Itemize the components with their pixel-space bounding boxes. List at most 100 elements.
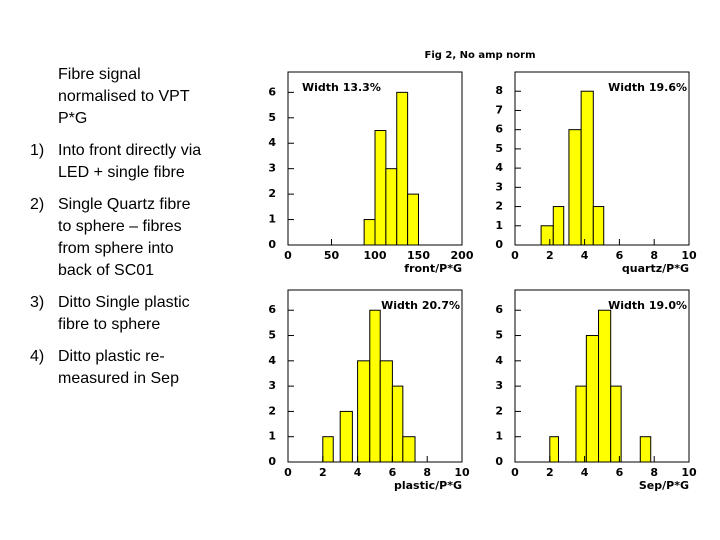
annotation: Width 20.7% <box>381 299 460 312</box>
x-tick-label: 100 <box>364 249 387 262</box>
y-tick-label: 6 <box>268 85 276 98</box>
bar <box>575 385 587 463</box>
x-tick-label: 0 <box>284 249 292 262</box>
x-tick-label: 6 <box>616 249 624 262</box>
item-number: 1) <box>30 142 45 159</box>
x-tick-label: 2 <box>319 466 327 479</box>
x-tick-label: 50 <box>324 249 340 262</box>
y-tick-label: 3 <box>268 162 276 175</box>
x-axis-label: front/P*G <box>404 262 462 275</box>
bar <box>363 219 376 246</box>
x-tick-label: 0 <box>511 249 519 262</box>
x-tick-label: 4 <box>354 466 362 479</box>
bar <box>374 130 387 246</box>
x-axis-label: plastic/P*G <box>394 479 462 492</box>
x-tick-label: 2 <box>546 466 554 479</box>
x-tick-label: 2 <box>546 249 554 262</box>
y-tick-label: 4 <box>268 136 276 149</box>
y-tick-label: 7 <box>495 103 503 116</box>
item-text: Ditto Single plastic fibre to sphere <box>58 294 190 333</box>
item-number: 2) <box>30 196 45 213</box>
x-axis-label: quartz/P*G <box>622 262 689 275</box>
list-item: 1) Into front directly via LED + single f… <box>30 140 205 184</box>
y-tick-label: 8 <box>495 84 503 97</box>
bar <box>610 385 622 463</box>
y-tick-label: 0 <box>495 455 503 468</box>
x-tick-label: 6 <box>616 466 624 479</box>
x-tick-label: 4 <box>581 249 589 262</box>
x-tick-label: 4 <box>581 466 589 479</box>
y-tick-label: 3 <box>495 379 503 392</box>
intro: Fibre signal normalised to VPT P*G <box>58 66 190 127</box>
y-tick-label: 0 <box>268 455 276 468</box>
annotation: Width 19.0% <box>608 299 687 312</box>
y-tick-label: 6 <box>268 303 276 316</box>
x-tick-label: 10 <box>681 466 697 479</box>
item-text: Into front directly via LED + single fib… <box>58 142 202 181</box>
y-tick-label: 1 <box>495 219 503 232</box>
bar <box>598 309 612 463</box>
x-tick-label: 10 <box>454 466 470 479</box>
y-tick-label: 3 <box>268 379 276 392</box>
x-tick-label: 6 <box>389 466 397 479</box>
y-tick-label: 4 <box>495 354 503 367</box>
y-tick-label: 0 <box>495 238 503 251</box>
bar <box>639 436 652 463</box>
annotation: Width 19.6% <box>608 81 687 94</box>
y-tick-label: 4 <box>268 354 276 367</box>
y-tick-label: 5 <box>495 329 503 342</box>
bar <box>568 129 582 246</box>
x-tick-label: 8 <box>423 466 431 479</box>
y-tick-label: 5 <box>268 111 276 124</box>
bar <box>592 206 605 246</box>
bar <box>396 91 409 246</box>
x-tick-label: 10 <box>681 249 697 262</box>
y-tick-label: 6 <box>495 123 503 136</box>
item-text: Single Quartz fibre to sphere – fibres f… <box>58 196 191 279</box>
bar <box>322 436 334 463</box>
bar <box>407 193 419 246</box>
y-tick-label: 2 <box>495 200 503 213</box>
y-tick-label: 1 <box>268 430 276 443</box>
y-tick-label: 4 <box>495 161 503 174</box>
y-tick-label: 6 <box>495 303 503 316</box>
bar <box>540 225 554 246</box>
bar <box>369 309 381 463</box>
x-tick-label: 200 <box>451 249 474 262</box>
y-tick-label: 2 <box>268 404 276 417</box>
item-text: Ditto plastic re-measured in Sep <box>58 348 179 387</box>
bar <box>552 206 565 246</box>
x-axis-label: Sep/P*G <box>639 479 689 492</box>
y-tick-label: 1 <box>495 430 503 443</box>
x-tick-label: 8 <box>650 249 658 262</box>
item-number: 3) <box>30 294 45 311</box>
x-tick-label: 8 <box>650 466 658 479</box>
x-tick-label: 150 <box>407 249 430 262</box>
y-tick-label: 0 <box>268 238 276 251</box>
y-tick-label: 1 <box>268 213 276 226</box>
y-tick-label: 3 <box>495 180 503 193</box>
bar <box>379 360 393 463</box>
bar <box>385 168 398 246</box>
bar <box>339 410 353 463</box>
x-tick-label: 0 <box>511 466 519 479</box>
item-number: 4) <box>30 348 45 365</box>
figure-title: Fig 2, No amp norm <box>424 50 535 61</box>
y-tick-label: 5 <box>495 142 503 155</box>
bar <box>391 385 404 463</box>
list-item: 4) Ditto plastic re-measured in Sep <box>30 346 205 390</box>
list-item: 3) Ditto Single plastic fibre to sphere <box>30 292 205 336</box>
list-item: 2) Single Quartz fibre to sphere – fibres… <box>30 194 205 282</box>
y-tick-label: 2 <box>495 404 503 417</box>
y-tick-label: 2 <box>268 187 276 200</box>
bar <box>402 436 416 463</box>
bar <box>357 360 371 463</box>
bar <box>585 335 600 463</box>
x-tick-label: 0 <box>284 466 292 479</box>
bar <box>549 436 559 463</box>
annotation: Width 13.3% <box>302 81 381 94</box>
text-column: Fibre signal normalised to VPT P*G 1) Int… <box>30 64 205 400</box>
bar <box>580 90 594 246</box>
